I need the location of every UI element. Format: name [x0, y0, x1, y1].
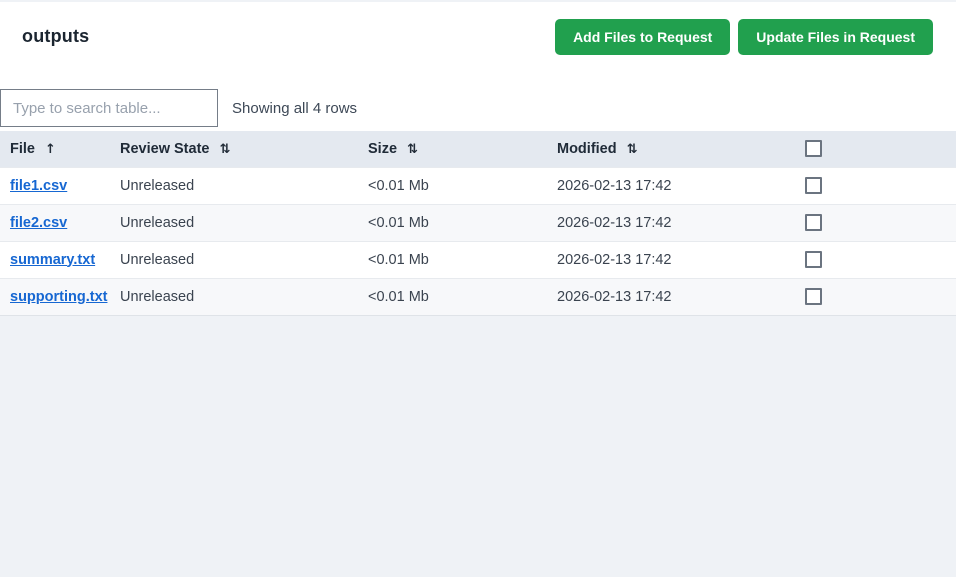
row-checkbox[interactable]	[805, 214, 822, 231]
size-cell: <0.01 Mb	[368, 251, 429, 268]
search-input[interactable]	[0, 89, 218, 127]
file-link[interactable]: file1.csv	[10, 177, 68, 194]
file-link[interactable]: supporting.txt	[10, 288, 108, 305]
files-table: File ↑ Review State ⇅ Size ⇅ Modified ⇅ file…	[0, 131, 956, 316]
table-row: supporting.txt Unreleased <0.01 Mb 2026-…	[0, 278, 956, 315]
modified-cell: 2026-02-13 17:42	[557, 288, 672, 305]
column-header-modified[interactable]: Modified ⇅	[547, 131, 795, 167]
column-header-file[interactable]: File ↑	[0, 131, 110, 167]
review-state-cell: Unreleased	[120, 288, 195, 305]
review-state-cell: Unreleased	[120, 214, 195, 231]
modified-cell: 2026-02-13 17:42	[557, 251, 672, 268]
file-link[interactable]: file2.csv	[10, 214, 68, 231]
column-label-size: Size	[368, 140, 398, 157]
rows-status: Showing all 4 rows	[232, 99, 358, 117]
topbar: outputs Add Files to Request Update File…	[0, 2, 956, 55]
row-checkbox[interactable]	[805, 251, 822, 268]
update-files-button[interactable]: Update Files in Request	[738, 18, 933, 55]
row-checkbox[interactable]	[805, 288, 822, 305]
content-card: outputs Add Files to Request Update File…	[0, 2, 956, 316]
size-cell: <0.01 Mb	[368, 288, 429, 305]
size-cell: <0.01 Mb	[368, 177, 429, 194]
column-header-size[interactable]: Size ⇅	[358, 131, 547, 167]
table-row: summary.txt Unreleased <0.01 Mb 2026-02-…	[0, 241, 956, 278]
column-header-select	[795, 131, 956, 167]
sort-both-icon: ⇅	[219, 141, 231, 157]
column-label-file: File	[10, 140, 35, 157]
search-row: Showing all 4 rows	[0, 89, 956, 127]
select-all-checkbox[interactable]	[805, 140, 822, 158]
table-row: file1.csv Unreleased <0.01 Mb 2026-02-13…	[0, 167, 956, 204]
review-state-cell: Unreleased	[120, 251, 195, 268]
sort-both-icon: ⇅	[626, 141, 638, 157]
modified-cell: 2026-02-13 17:42	[557, 177, 672, 194]
sort-ascending-icon: ↑	[44, 141, 56, 157]
page-title: outputs	[22, 26, 90, 46]
size-cell: <0.01 Mb	[368, 214, 429, 231]
column-label-review-state: Review State	[120, 140, 210, 157]
column-label-modified: Modified	[557, 140, 617, 157]
add-files-button[interactable]: Add Files to Request	[555, 18, 731, 55]
toolbar: Add Files to Request Update Files in Req…	[555, 18, 933, 55]
sort-both-icon: ⇅	[407, 141, 418, 157]
row-checkbox[interactable]	[805, 177, 822, 194]
table-row: file2.csv Unreleased <0.01 Mb 2026-02-13…	[0, 204, 956, 241]
file-link[interactable]: summary.txt	[10, 251, 96, 268]
review-state-cell: Unreleased	[120, 177, 195, 194]
modified-cell: 2026-02-13 17:42	[557, 214, 672, 231]
column-header-review-state[interactable]: Review State ⇅	[110, 131, 358, 167]
table-header-row: File ↑ Review State ⇅ Size ⇅ Modified ⇅	[0, 131, 956, 167]
